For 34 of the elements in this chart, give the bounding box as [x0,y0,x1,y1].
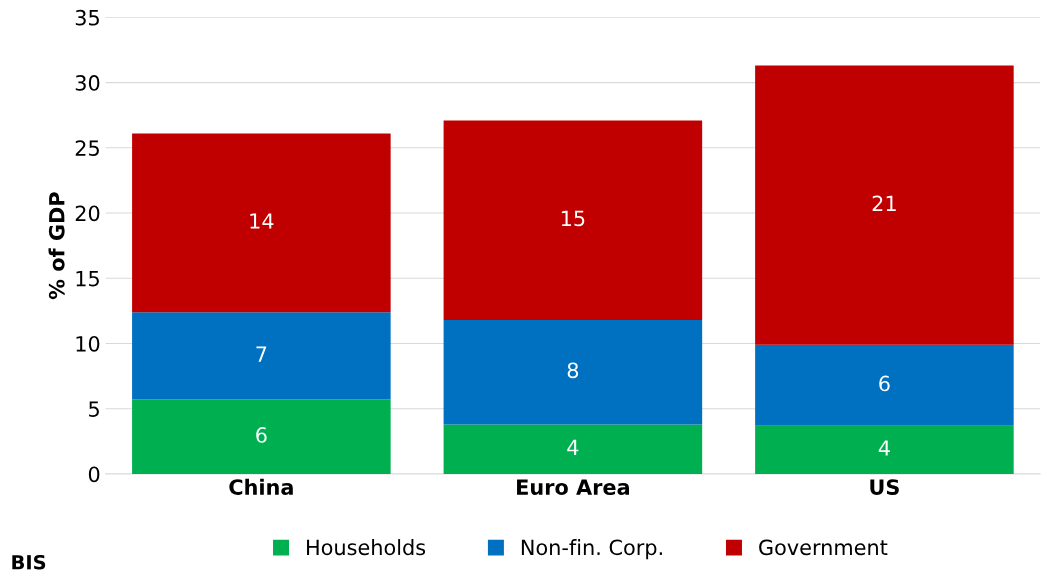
legend-label: Households [307,539,426,556]
data-label: 8 [567,362,579,379]
y-axis-title: % of GDP [48,192,65,300]
y-tick-label: 0 [88,466,100,483]
data-label: 6 [256,427,267,443]
y-tick-label: 25 [75,140,99,157]
data-label: 7 [256,346,267,362]
bar [443,424,703,474]
data-label: 4 [567,439,579,455]
x-tick-label: Euro Area [517,479,629,495]
bar [755,344,1014,426]
data-label: 4 [878,440,890,456]
data-label: 14 [250,213,274,229]
y-tick-label: 10 [76,335,100,352]
bar [443,120,703,321]
bar [132,399,391,474]
bar [755,65,1014,345]
x-tick-label: China [229,478,293,495]
bar [132,312,391,400]
bar [132,133,391,313]
y-tick-label: 35 [75,9,99,26]
bar [443,320,703,425]
y-tick-label: 30 [75,75,100,91]
y-tick-label: 15 [76,270,99,287]
bar [755,425,1014,474]
legend-label: Non-fin. Corp. [521,539,662,560]
y-tick-label: 5 [89,401,99,417]
y-tick-label: 20 [75,205,100,222]
legend-label: Government [759,539,888,556]
data-label: 15 [561,210,585,227]
x-tick-label: US [870,479,899,495]
data-label: 21 [872,195,896,211]
text: BIS [12,554,46,570]
data-label: 6 [879,375,890,392]
